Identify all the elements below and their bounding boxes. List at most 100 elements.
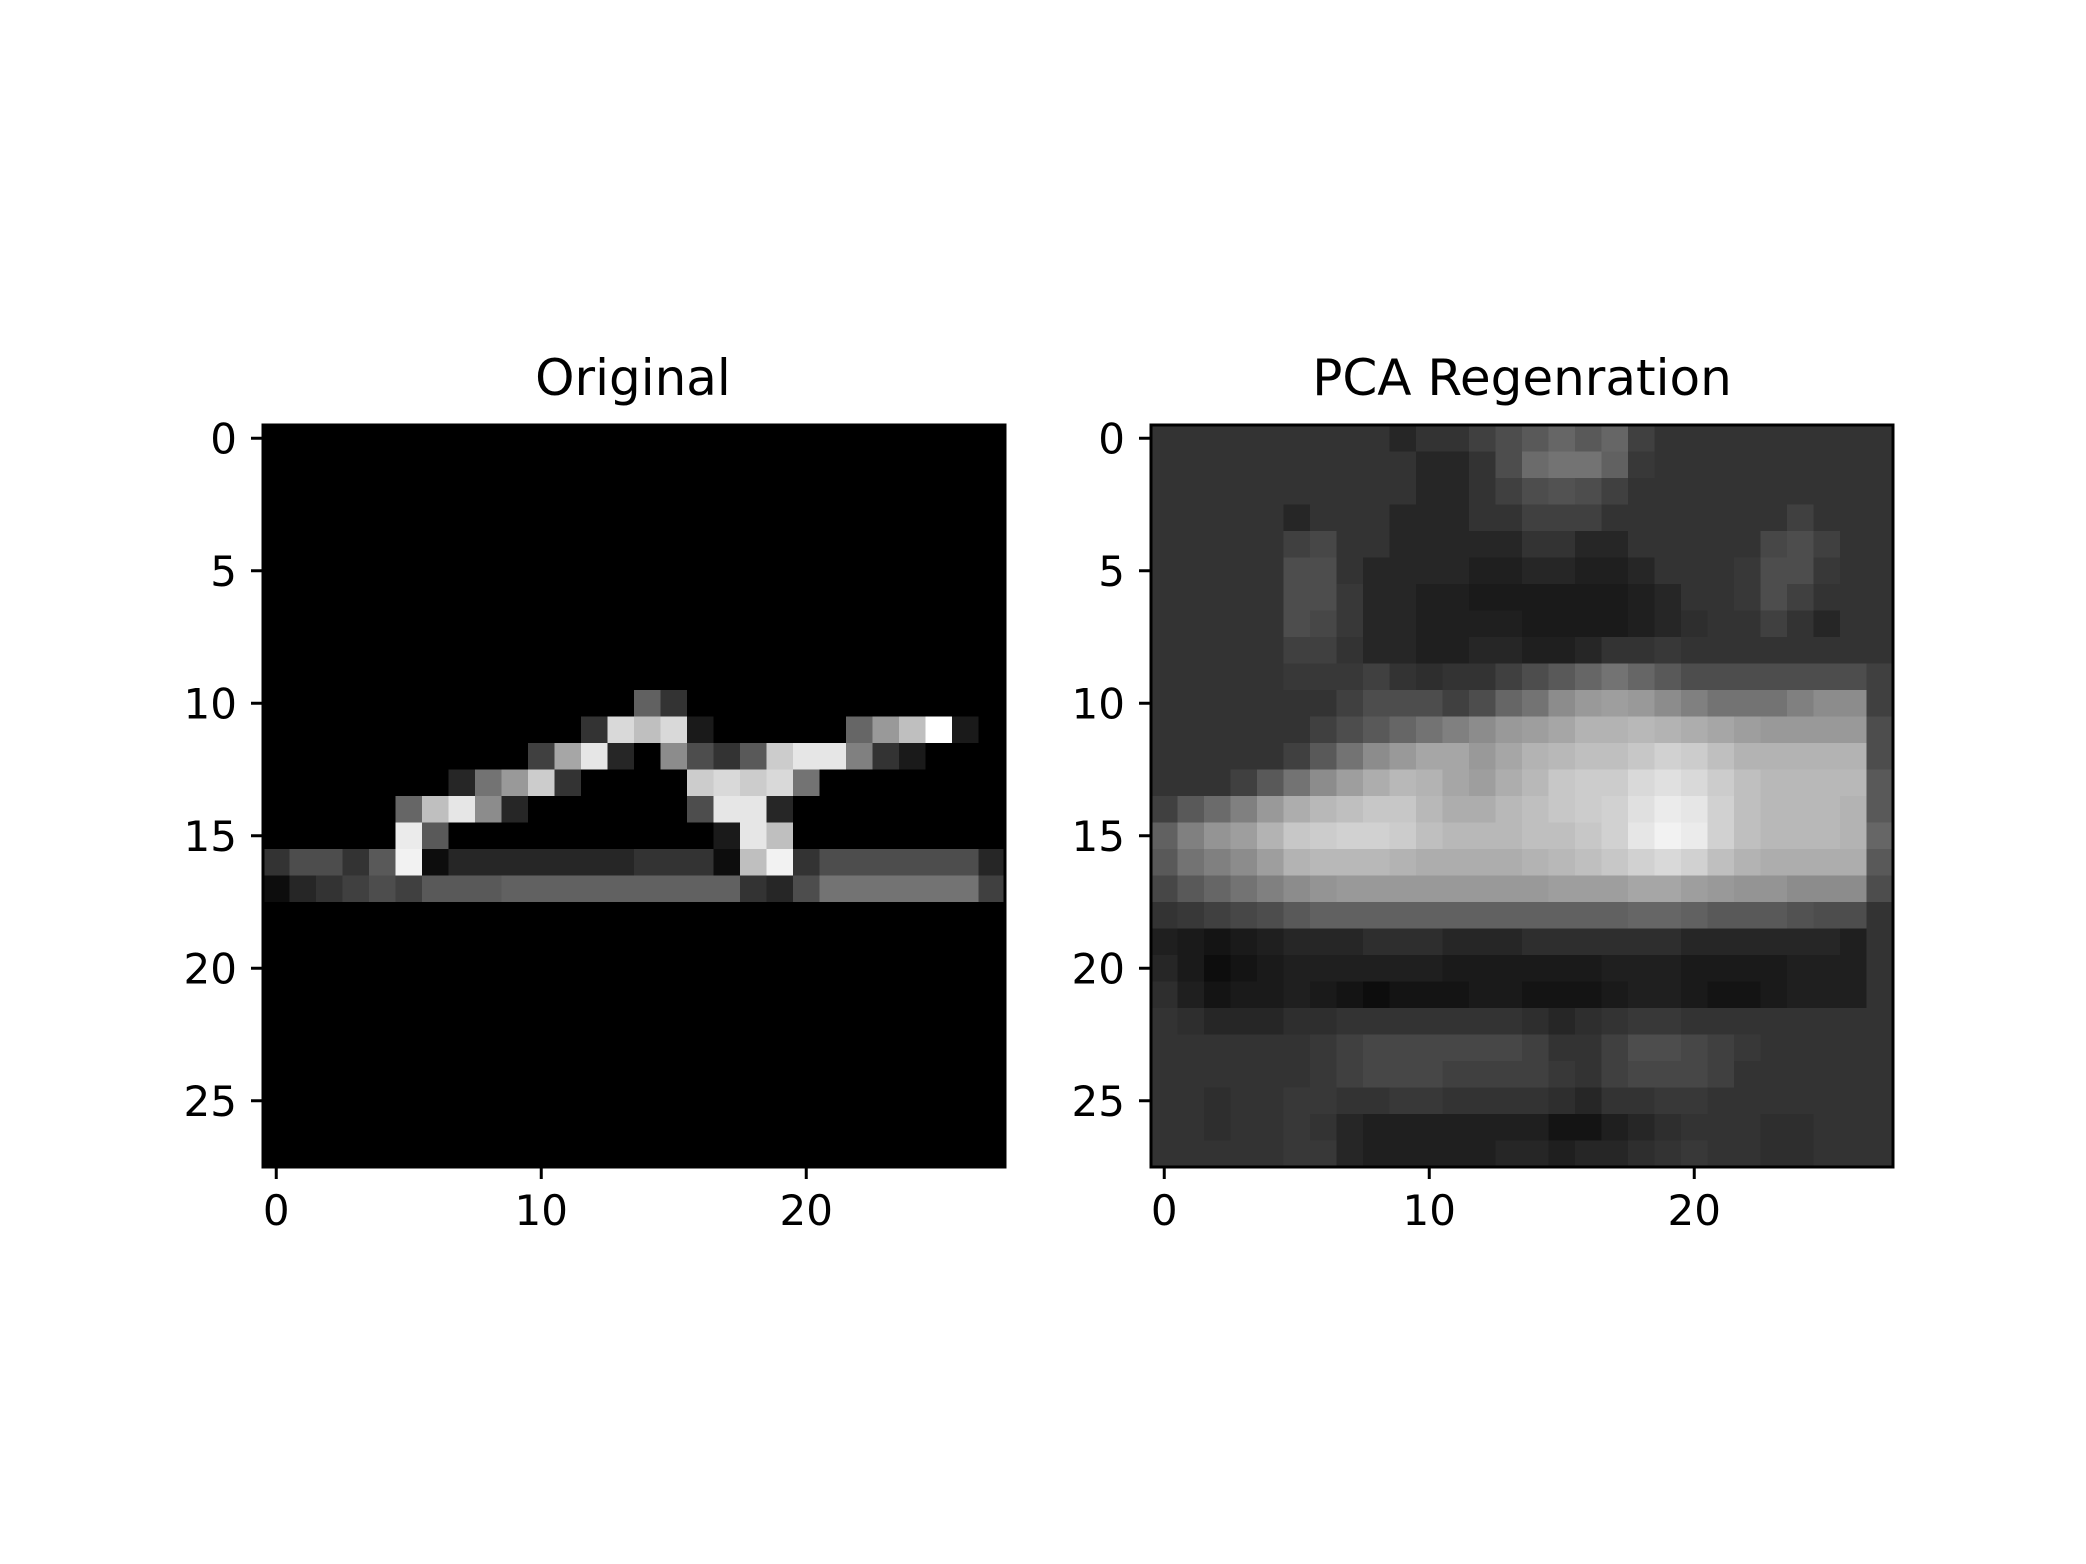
pca-regeneration-pixel [1840,716,1868,744]
original-pixel [369,557,397,585]
original-pixel [978,902,1006,930]
pca-regeneration-pixel [1654,902,1682,930]
original-pixel [448,610,476,638]
original-pixel [263,902,291,930]
original-pixel [978,557,1006,585]
original-pixel [369,796,397,824]
original-pixel [846,451,874,479]
original-pixel [978,875,1006,903]
pca-regeneration-pixel [1654,531,1682,559]
pca-regeneration-pixel [1760,796,1788,824]
pca-regeneration-pixel [1522,610,1550,638]
original-pixel [846,902,874,930]
original-pixel [819,478,847,506]
original-pixel [740,557,768,585]
original-pixel [289,796,317,824]
original-pixel [422,875,450,903]
pca-regeneration-pixel [1548,610,1576,638]
original-pixel [395,663,423,691]
pca-regeneration-pixel [1760,504,1788,532]
original-pixel [952,1061,980,1089]
original-pixel [634,928,662,956]
original-pixel [528,531,556,559]
original-pixel [634,849,662,877]
original-pixel [316,769,344,797]
pca-regeneration-pixel [1363,981,1391,1009]
original-pixel [316,875,344,903]
pca-regeneration-pixel [1495,610,1523,638]
pca-regeneration-pixel [1628,902,1656,930]
pca-regeneration-pixel [1230,1140,1258,1168]
pca-regeneration-pixel [1866,902,1894,930]
original-pixel [554,743,582,771]
pca-regeneration-pixel [1840,1140,1868,1168]
pca-regeneration-pixel [1204,743,1232,771]
original-pixel [263,716,291,744]
pca-regeneration-pixel [1416,928,1444,956]
original-pixel [554,531,582,559]
pca-regeneration-pixel [1336,1008,1364,1036]
pca-regeneration-pixel [1283,690,1311,718]
original-pixel [687,557,715,585]
pca-regeneration-pixel [1787,1140,1815,1168]
original-pixel [422,822,450,850]
original-pixel [263,796,291,824]
pca-regeneration-pixel [1336,1034,1364,1062]
original-pixel [475,1114,503,1142]
pca-regeneration-pixel [1628,796,1656,824]
original-pixel [581,955,609,983]
original-pixel [554,875,582,903]
pca-regeneration-pixel [1734,849,1762,877]
pca-regeneration-pixel [1522,531,1550,559]
pca-regeneration-pixel [1204,875,1232,903]
original-pixel [554,928,582,956]
original-pixel [766,663,794,691]
pca-regeneration-pixel [1230,981,1258,1009]
pca-regeneration-pixel [1681,955,1709,983]
pca-regeneration-pixel [1442,928,1470,956]
original-pixel [607,557,635,585]
pca-regeneration-pixel [1177,849,1205,877]
original-pixel [740,796,768,824]
original-pixel [872,716,900,744]
pca-regeneration-pixel [1866,478,1894,506]
original-pixel [422,1087,450,1115]
pca-regeneration-pixel [1734,504,1762,532]
original-pixel [634,955,662,983]
pca-regeneration-pixel [1257,902,1285,930]
original-pixel [607,1008,635,1036]
original-pixel [660,928,688,956]
pca-regeneration-pixel [1442,743,1470,771]
pca-regeneration-pixel [1628,716,1656,744]
original-pixel [978,849,1006,877]
original-pixel [846,504,874,532]
pca-regeneration-pixel [1787,663,1815,691]
pca-regeneration-pixel [1310,743,1338,771]
original-pixel [422,849,450,877]
pca-regeneration-pixel [1601,796,1629,824]
pca-regeneration-pixel [1548,769,1576,797]
original-pixel [607,451,635,479]
pca-regeneration-pixel [1734,610,1762,638]
pca-regeneration-pixel [1734,1008,1762,1036]
pca-regeneration-pixel [1336,822,1364,850]
original-pixel [899,1114,927,1142]
original-pixel [528,557,556,585]
original-pixel [899,1061,927,1089]
original-pixel [607,610,635,638]
pca-regeneration-pixel [1230,637,1258,665]
pca-regeneration-pixel [1389,743,1417,771]
pca-regeneration-pixel [1442,478,1470,506]
pca-regeneration-pixel [1601,981,1629,1009]
pca-regeneration-pixel [1389,981,1417,1009]
pca-regeneration-pixel [1601,875,1629,903]
pca-regeneration-pixel [1283,743,1311,771]
original-pixel [872,504,900,532]
pca-regeneration-pixel [1548,1034,1576,1062]
pca-regeneration-pixel [1363,796,1391,824]
pca-regeneration-pixel [1204,1087,1232,1115]
pca-regeneration-pixel [1575,584,1603,612]
original-pixel [528,1087,556,1115]
pca-regeneration-pixel [1204,610,1232,638]
pca-regeneration-pixel [1734,928,1762,956]
